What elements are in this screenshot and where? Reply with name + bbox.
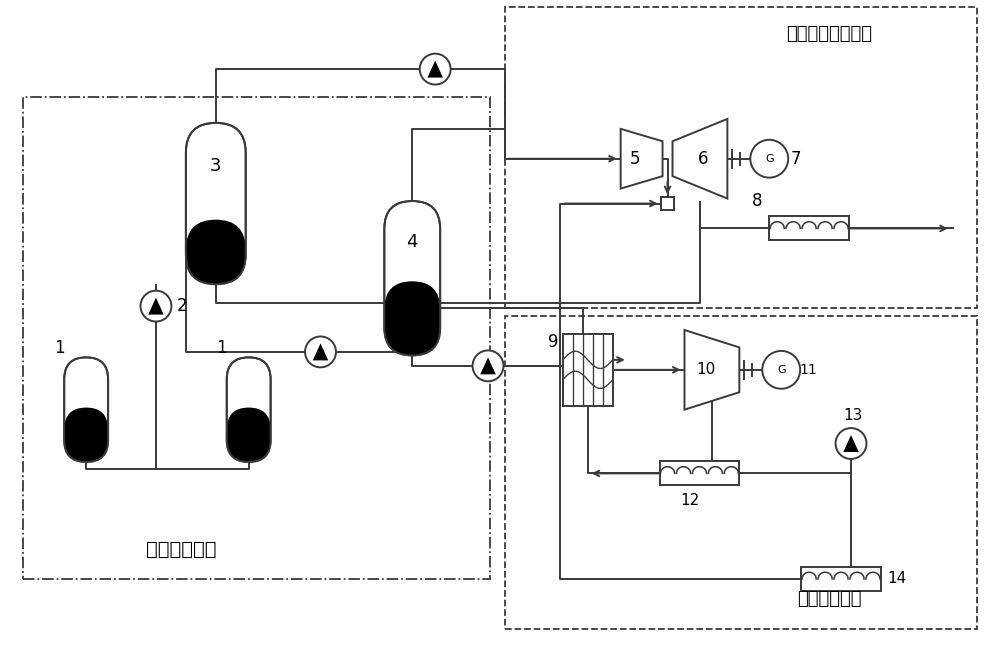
Polygon shape [148,297,164,315]
Text: 1: 1 [216,339,227,357]
FancyBboxPatch shape [186,123,246,284]
FancyBboxPatch shape [64,357,108,462]
Bar [769,216,849,240]
Text: 9: 9 [548,333,558,351]
Text: 10: 10 [697,363,716,377]
Polygon shape [480,357,496,374]
Circle shape [750,139,788,178]
Circle shape [420,54,451,84]
Polygon shape [843,435,859,452]
Circle shape [305,336,336,367]
Circle shape [141,291,171,322]
Polygon shape [427,61,443,78]
FancyBboxPatch shape [64,407,108,462]
Text: 13: 13 [843,408,863,423]
Text: 2: 2 [177,297,187,315]
Text: 4: 4 [406,234,418,251]
Text: 8: 8 [752,191,763,209]
Bar [505,316,977,629]
Bar [563,334,613,406]
Text: 6: 6 [697,150,708,168]
Polygon shape [621,129,663,189]
Circle shape [473,351,503,381]
Text: 14: 14 [887,571,907,586]
Text: 水热碳化系统: 水热碳化系统 [146,540,216,559]
FancyBboxPatch shape [384,282,440,355]
FancyBboxPatch shape [186,220,246,284]
Polygon shape [673,119,727,199]
FancyBboxPatch shape [227,357,271,462]
Text: 7: 7 [791,150,801,168]
Text: 1: 1 [54,339,65,357]
Text: 有机朗芦系统: 有机朗芦系统 [797,590,861,608]
Bar [505,7,977,308]
Text: 12: 12 [680,493,699,508]
FancyBboxPatch shape [227,407,271,462]
Polygon shape [684,330,739,410]
Bar [801,567,881,591]
Bar [661,197,674,210]
Circle shape [762,351,800,389]
Text: 5: 5 [630,150,641,168]
Bar [23,97,490,579]
Text: 闪譒蒸汽发电系统: 闪譒蒸汽发电系统 [786,25,872,43]
Bar [660,461,739,486]
Text: G: G [765,154,774,164]
Polygon shape [313,343,328,361]
FancyBboxPatch shape [384,201,440,355]
Text: 11: 11 [799,363,817,377]
Text: 3: 3 [210,157,222,174]
Text: G: G [777,365,786,375]
Circle shape [836,428,866,459]
